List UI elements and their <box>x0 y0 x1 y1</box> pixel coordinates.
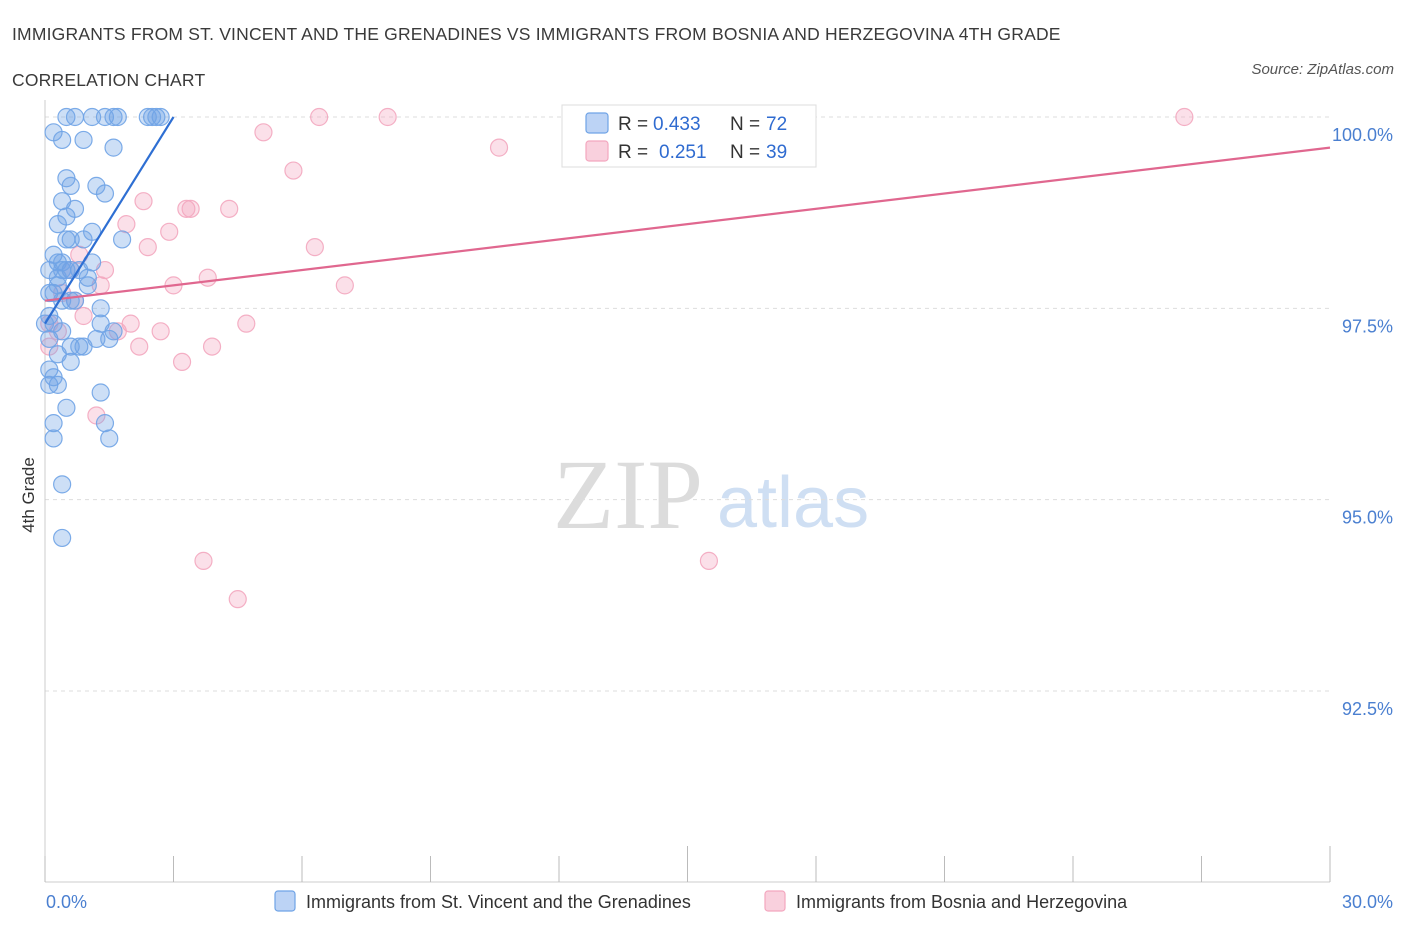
y-tick-label-0: 100.0% <box>1332 125 1393 145</box>
stvincent-point-64 <box>100 429 119 448</box>
series-bosnia-points <box>40 107 1194 609</box>
stats-blue-r-value: 0.433 <box>653 114 701 135</box>
bosnia-point-7 <box>134 192 153 211</box>
y-tick-label-1: 97.5% <box>1342 316 1393 336</box>
y-axis-title: 4th Grade <box>19 457 38 533</box>
chart-title-line2: CORRELATION CHART <box>12 70 206 90</box>
stvincent-point-4 <box>104 107 123 127</box>
bosnia-point-34 <box>699 551 719 570</box>
bosnia-point-29 <box>202 337 222 356</box>
watermark: ZIP atlas <box>553 439 869 550</box>
stvincent-point-60 <box>57 398 76 417</box>
stvincent-point-5 <box>108 107 127 127</box>
stvincent-point-24 <box>61 230 80 249</box>
bosnia-point-31 <box>172 352 192 372</box>
bosnia-point-28 <box>130 337 149 356</box>
y-tick-labels: 100.0% 97.5% 95.0% 92.5% <box>1332 125 1393 719</box>
bosnia-point-25 <box>151 322 170 341</box>
axes <box>44 100 1331 883</box>
stvincent-point-14 <box>61 176 80 195</box>
stvincent-point-69 <box>78 276 97 295</box>
y-tick-label-2: 95.0% <box>1342 508 1393 528</box>
stvincent-point-49 <box>100 329 119 349</box>
bosnia-point-14 <box>305 238 324 257</box>
stvincent-point-12 <box>104 138 123 157</box>
stats-pink-n-value: 39 <box>766 142 787 163</box>
chart-title: IMMIGRANTS FROM ST. VINCENT AND THE GREN… <box>12 22 1212 92</box>
bosnia-point-17 <box>198 268 217 287</box>
bosnia-point-10 <box>220 199 239 218</box>
x-tick-label-0: 0.0% <box>46 892 87 912</box>
bosnia-point-5 <box>489 138 509 157</box>
stats-pink-n-label: N = <box>730 142 760 163</box>
bosnia-point-35 <box>228 590 247 609</box>
stats-pink-r-value: 0.251 <box>659 142 707 163</box>
stvincent-point-20 <box>48 215 67 234</box>
stvincent-point-23 <box>57 230 76 249</box>
x-tick-labels: 0.0% 30.0% <box>46 892 1393 912</box>
watermark-atlas: atlas <box>717 463 869 543</box>
bosnia-point-11 <box>117 215 136 234</box>
stats-blue-n-value: 72 <box>766 114 787 135</box>
series-legend: Immigrants from St. Vincent and the Gren… <box>274 890 1128 912</box>
stvincent-point-70 <box>48 276 67 295</box>
stats-legend-blue-swatch <box>585 112 609 134</box>
stvincent-point-61 <box>44 414 63 433</box>
stats-pink-r-label: R = <box>618 142 648 163</box>
trend-lines <box>44 116 1331 325</box>
stvincent-point-67 <box>147 107 166 127</box>
bosnia-trend-line <box>44 146 1331 302</box>
bosnia-point-33 <box>194 551 213 570</box>
bosnia-point-24 <box>237 314 256 333</box>
y-tick-label-3: 92.5% <box>1342 699 1393 719</box>
stvincent-point-8 <box>151 107 170 127</box>
bosnia-point-6 <box>284 161 303 180</box>
stvincent-point-63 <box>44 429 63 448</box>
bosnia-point-3 <box>1175 107 1194 127</box>
stvincent-point-10 <box>53 130 72 150</box>
stvincent-point-11 <box>74 130 93 150</box>
stvincent-point-66 <box>53 528 72 548</box>
legend-blue-label: Immigrants from St. Vincent and the Gren… <box>306 892 691 912</box>
stvincent-point-59 <box>91 383 110 402</box>
stvincent-point-25 <box>112 230 132 249</box>
bosnia-point-0 <box>310 107 329 127</box>
stats-blue-r-label: R = <box>618 114 648 135</box>
stvincent-point-40 <box>65 291 85 310</box>
stvincent-point-41 <box>91 299 110 318</box>
stvincent-point-2 <box>83 107 102 127</box>
bosnia-point-22 <box>74 306 93 326</box>
bosnia-point-12 <box>160 222 179 241</box>
bosnia-point-9 <box>181 199 200 218</box>
x-tick-label-1: 30.0% <box>1342 892 1393 912</box>
stvincent-point-62 <box>95 414 115 433</box>
stvincent-point-1 <box>65 107 85 127</box>
watermark-zip: ZIP <box>553 439 703 550</box>
stats-legend: R = 0.433 N = 72 R = 0.251 N = 39 <box>561 104 817 168</box>
stvincent-point-52 <box>74 337 93 356</box>
series-stvincent-points <box>35 107 170 548</box>
stats-blue-n-label: N = <box>730 114 760 135</box>
bosnia-point-18 <box>335 276 354 295</box>
stvincent-point-65 <box>53 475 72 494</box>
legend-pink-label: Immigrants from Bosnia and Herzegovina <box>796 892 1128 912</box>
legend-blue-swatch <box>274 890 296 912</box>
stvincent-trend-line <box>44 116 175 325</box>
stvincent-point-51 <box>70 337 89 356</box>
bosnia-point-1 <box>378 107 397 127</box>
stats-legend-pink-swatch <box>585 140 609 162</box>
chart-title-line1: IMMIGRANTS FROM ST. VINCENT AND THE GREN… <box>12 24 1061 44</box>
bosnia-point-13 <box>138 238 157 257</box>
bosnia-point-4 <box>254 123 273 142</box>
source-label: Source: ZipAtlas.com <box>1251 61 1394 78</box>
stvincent-point-54 <box>61 352 80 372</box>
stvincent-point-16 <box>95 184 115 203</box>
bosnia-point-8 <box>177 199 196 218</box>
stvincent-point-58 <box>40 375 59 394</box>
stvincent-point-47 <box>40 329 59 349</box>
legend-pink-swatch <box>764 890 786 912</box>
